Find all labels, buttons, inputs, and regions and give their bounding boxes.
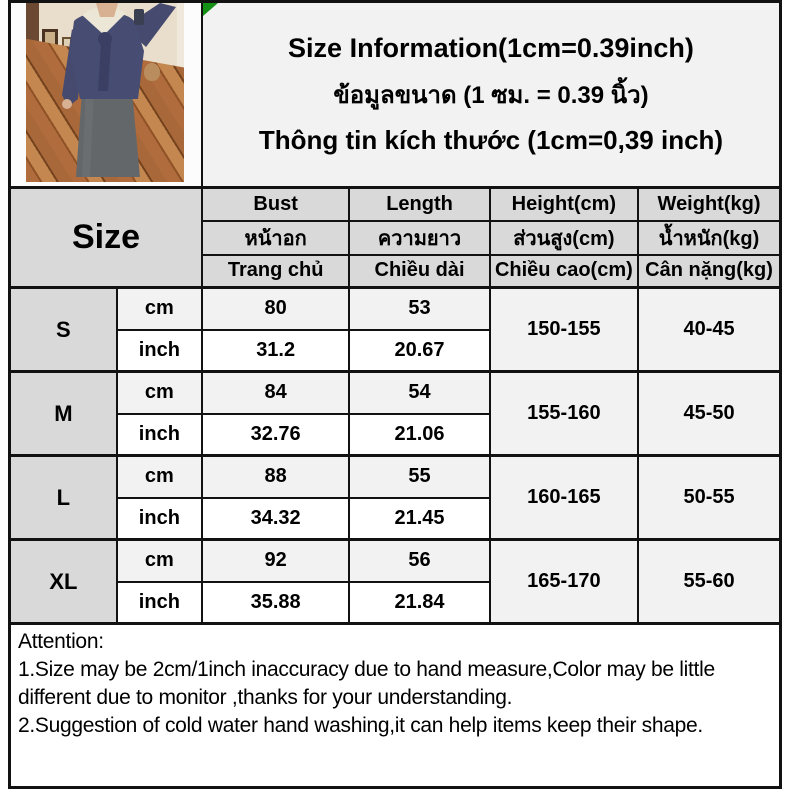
row-xl-height: 165-170 [488,538,640,625]
col-header-bust-vi: Trang chủ [200,253,351,289]
col-header-height-th: ส่วนสูง(cm) [488,219,640,256]
row-xl-weight: 55-60 [637,538,782,625]
title-cell: Size Information(1cm=0.39inch) ข้อมูลขนา… [200,0,782,189]
row-m-bust-cm: 84 [200,370,351,415]
col-header-length-vi: Chiều dài [348,253,491,289]
row-s-length-inch: 20.67 [348,328,491,373]
row-s-weight: 40-45 [637,286,782,373]
row-xl-unit-inch: inch [115,580,203,625]
row-l-bust-inch: 34.32 [200,496,351,541]
row-m-unit-cm: cm [115,370,203,415]
attention-notes: Attention: 1.Size may be 2cm/1inch inacc… [8,622,782,789]
row-xl-length-cm: 56 [348,538,491,583]
row-l-unit-cm: cm [115,454,203,499]
row-l-label: L [8,454,118,541]
size-information-table: Size Information(1cm=0.39inch) ข้อมูลขนา… [8,0,782,789]
col-header-length-en: Length [348,186,491,222]
row-m-length-cm: 54 [348,370,491,415]
product-photo [26,3,184,182]
row-m-length-inch: 21.06 [348,412,491,457]
col-header-length-th: ความยาว [348,219,491,256]
row-l-length-cm: 55 [348,454,491,499]
excel-corner-marker-icon [203,3,218,16]
photo-model-figure [62,3,176,177]
row-m-unit-inch: inch [115,412,203,457]
col-header-weight-th: น้ำหนัก(kg) [637,219,782,256]
title-vietnamese: Thông tin kích thước (1cm=0,39 inch) [258,125,724,155]
row-xl-bust-inch: 35.88 [200,580,351,625]
size-column-header: Size [8,186,203,289]
row-m-label: M [8,370,118,457]
title-english: Size Information(1cm=0.39inch) [288,33,694,63]
product-photo-cell [8,0,203,189]
row-s-unit-cm: cm [115,286,203,331]
col-header-height-en: Height(cm) [488,186,640,222]
row-s-height: 150-155 [488,286,640,373]
row-l-bust-cm: 88 [200,454,351,499]
attention-heading: Attention: [18,630,104,653]
row-s-bust-inch: 31.2 [200,328,351,373]
row-xl-label: XL [8,538,118,625]
col-header-weight-en: Weight(kg) [637,186,782,222]
row-l-weight: 50-55 [637,454,782,541]
col-header-weight-vi: Cân nặng(kg) [637,253,782,289]
col-header-bust-th: หน้าอก [200,219,351,256]
row-l-height: 160-165 [488,454,640,541]
photo-door-frame [177,3,184,97]
row-xl-length-inch: 21.84 [348,580,491,625]
col-header-height-vi: Chiều cao(cm) [488,253,640,289]
row-xl-bust-cm: 92 [200,538,351,583]
row-s-unit-inch: inch [115,328,203,373]
title-thai: ข้อมูลขนาด (1 ซม. = 0.39 นิ้ว) [333,82,649,109]
row-l-unit-inch: inch [115,496,203,541]
row-m-bust-inch: 32.76 [200,412,351,457]
row-m-height: 155-160 [488,370,640,457]
photo-basket [144,63,160,81]
attention-note-2: 2.Suggestion of cold water hand washing,… [18,714,703,737]
row-s-label: S [8,286,118,373]
row-l-length-inch: 21.45 [348,496,491,541]
attention-note-1: 1.Size may be 2cm/1inch inaccuracy due t… [18,658,715,709]
row-m-weight: 45-50 [637,370,782,457]
row-s-length-cm: 53 [348,286,491,331]
row-xl-unit-cm: cm [115,538,203,583]
col-header-bust-en: Bust [200,186,351,222]
row-s-bust-cm: 80 [200,286,351,331]
